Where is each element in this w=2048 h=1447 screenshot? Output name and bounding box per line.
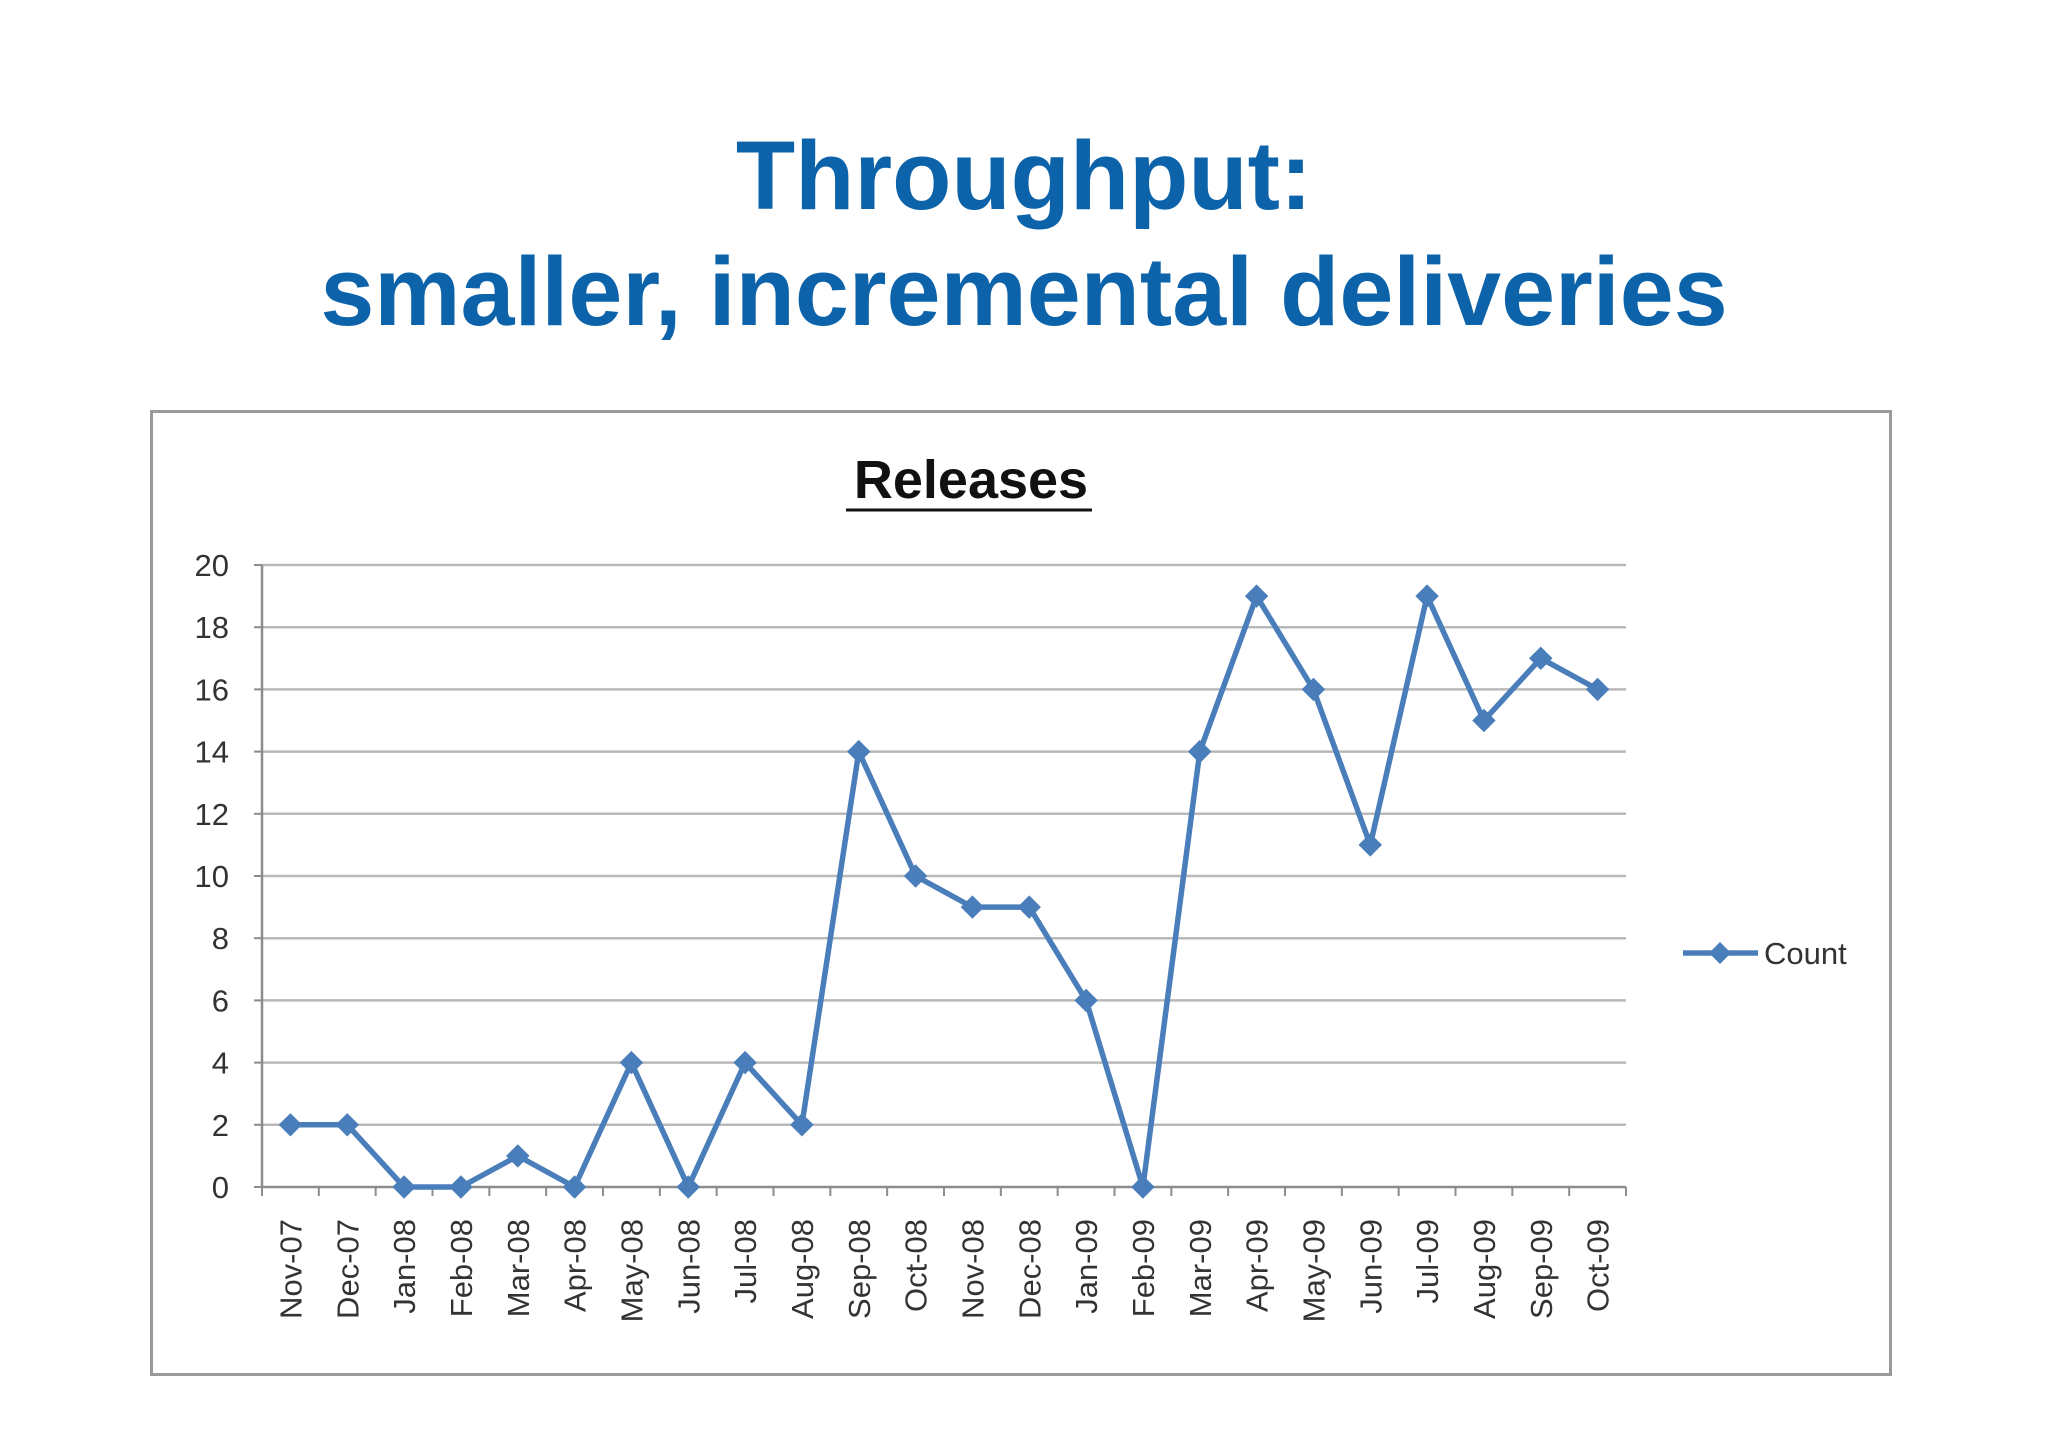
- y-tick-label: 18: [195, 610, 229, 645]
- data-point-marker: [562, 1175, 587, 1199]
- data-point-marker: [1131, 1175, 1155, 1199]
- data-point-marker: [619, 1050, 644, 1075]
- x-tick-label: Mar-09: [1183, 1219, 1218, 1317]
- data-point-marker: [733, 1050, 757, 1075]
- x-tick-label: Jan-08: [387, 1219, 422, 1314]
- x-tick-label: Nov-07: [273, 1219, 308, 1319]
- x-tick-label: Jul-09: [1410, 1219, 1445, 1303]
- x-tick-label: Jul-08: [728, 1219, 763, 1303]
- data-point-marker: [903, 864, 928, 888]
- axes: [254, 564, 1627, 1196]
- slide-title-line-2: smaller, incremental deliveries: [320, 237, 1728, 346]
- x-tick-label: Nov-08: [955, 1219, 990, 1319]
- x-tick-label: Jan-09: [1069, 1219, 1104, 1314]
- x-tick-label: May-08: [614, 1219, 649, 1322]
- y-axis-tick-labels: 0 2 4 6 8 10 12 14 16 18 20: [195, 548, 229, 1205]
- data-point-marker: [449, 1175, 473, 1199]
- data-point-marker: [960, 895, 985, 919]
- series-line-count: [287, 593, 1601, 1190]
- slide-title: Throughput: smaller, incremental deliver…: [0, 118, 2048, 350]
- data-point-marker: [790, 1113, 814, 1137]
- data-point-marker: [1415, 584, 1439, 608]
- data-point-marker: [676, 1175, 700, 1199]
- x-tick-label: Oct-09: [1581, 1219, 1616, 1312]
- y-tick-label: 0: [212, 1170, 229, 1205]
- data-point-marker: [1585, 677, 1610, 702]
- y-tick-label: 2: [212, 1108, 229, 1143]
- x-tick-label: Aug-08: [785, 1219, 820, 1319]
- data-point-marker: [1301, 677, 1326, 702]
- y-tick-label: 8: [212, 921, 229, 956]
- x-tick-label: Apr-08: [558, 1219, 593, 1312]
- x-tick-label: Sep-08: [842, 1219, 877, 1319]
- legend: Count: [1683, 936, 1847, 971]
- x-tick-label: Feb-08: [444, 1219, 479, 1317]
- x-axis-tick-labels: Nov-07 Dec-07 Jan-08 Feb-08 Mar-08 Apr-08 May-…: [273, 1219, 1615, 1322]
- x-tick-label: Jun-08: [671, 1219, 706, 1314]
- x-tick-label: May-09: [1296, 1219, 1331, 1322]
- data-point-marker: [335, 1113, 359, 1137]
- data-point-marker: [1017, 895, 1041, 919]
- x-tick-label: Oct-08: [899, 1219, 934, 1312]
- data-point-marker: [1358, 833, 1382, 857]
- legend-marker: [1709, 942, 1731, 964]
- data-point-marker: [1472, 708, 1496, 733]
- chart-frame: [150, 410, 1892, 1376]
- x-tick-label: Aug-09: [1467, 1219, 1502, 1319]
- y-tick-label: 16: [195, 672, 229, 707]
- chart-title: Releases: [854, 450, 1088, 510]
- data-point-marker: [1074, 988, 1098, 1013]
- data-point-marker: [847, 739, 871, 764]
- x-tick-label: Dec-08: [1012, 1219, 1047, 1319]
- data-point-marker: [1188, 739, 1212, 764]
- y-tick-label: 4: [212, 1046, 229, 1081]
- x-tick-label: Jun-09: [1353, 1219, 1388, 1314]
- gridlines: [262, 563, 1626, 1127]
- y-tick-label: 14: [195, 735, 229, 770]
- legend-label: Count: [1764, 936, 1847, 971]
- data-point-marker: [392, 1175, 416, 1199]
- data-point-marker: [506, 1144, 530, 1168]
- y-tick-label: 10: [195, 859, 229, 894]
- series-count: [278, 584, 1610, 1199]
- x-tick-label: Mar-08: [501, 1219, 536, 1317]
- data-point-marker: [278, 1113, 303, 1137]
- x-tick-label: Feb-09: [1126, 1219, 1161, 1317]
- x-tick-label: Apr-09: [1240, 1219, 1275, 1312]
- y-tick-label: 12: [195, 797, 229, 832]
- x-tick-label: Sep-09: [1524, 1219, 1559, 1319]
- y-tick-label: 20: [195, 548, 229, 583]
- slide-title-line-1: Throughput:: [735, 121, 1313, 230]
- y-tick-label: 6: [212, 983, 229, 1018]
- data-point-marker: [1244, 584, 1269, 608]
- x-tick-label: Dec-07: [330, 1219, 365, 1319]
- data-point-marker: [1529, 646, 1553, 671]
